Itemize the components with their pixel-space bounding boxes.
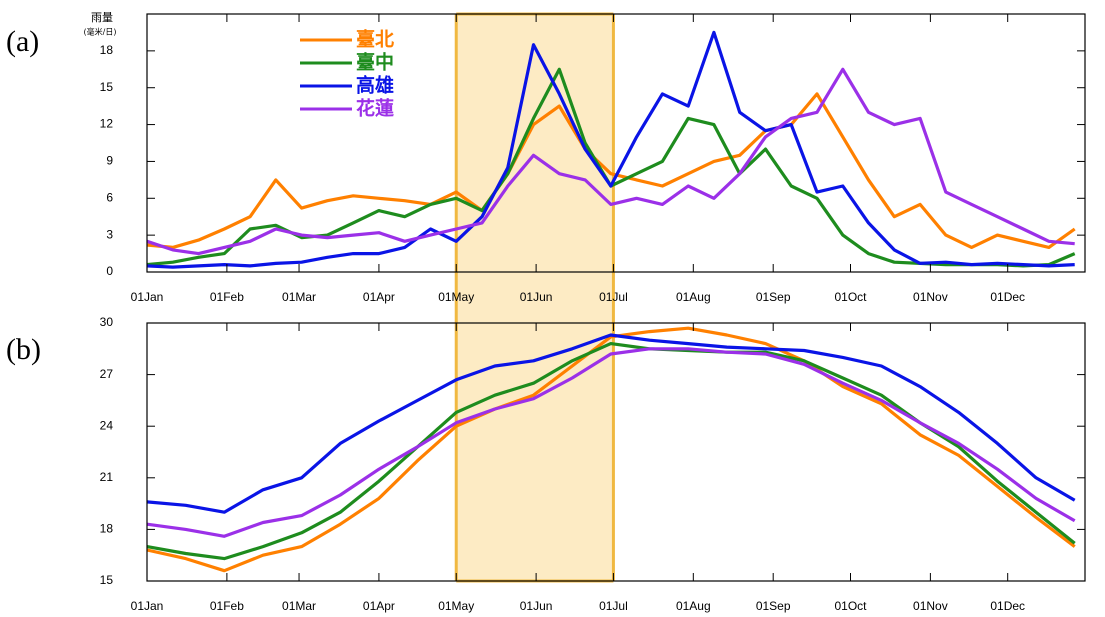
y-tick-label: 12 [100,117,114,131]
x-tick-label: 01Jun [520,599,553,613]
y-tick-label: 15 [100,80,114,94]
x-tick-label: 01Jan [131,599,164,613]
x-tick-label: 01Jul [599,290,628,304]
y-tick-label: 21 [100,470,114,484]
x-tick-label: 01Nov [913,290,948,304]
legend-label: 花蓮 [356,97,394,120]
x-tick-label: 01May [438,290,474,304]
x-tick-label: 01Sep [756,290,791,304]
plot-frame [146,322,1086,582]
x-tick-label: 01Jul [599,599,628,613]
x-tick-label: 01Sep [756,599,791,613]
x-tick-label: 01Feb [210,599,244,613]
y-axis-label: 雨量 [91,11,113,24]
panel-label: (a) [6,25,39,58]
x-tick-label: 01Nov [913,599,948,613]
y-tick-label: 6 [106,190,113,204]
x-tick-label: 01Oct [834,290,867,304]
y-tick-label: 30 [100,315,114,329]
x-tick-label: 01May [438,599,474,613]
x-tick-label: 01Mar [282,290,316,304]
x-tick-label: 01Apr [363,599,395,613]
y-axis-unit: (毫米/日) [84,27,117,37]
x-tick-label: 01Aug [676,290,711,304]
x-tick-label: 01Mar [282,599,316,613]
panel-label: (b) [6,333,41,366]
x-tick-label: 01Oct [834,599,867,613]
shade-window [456,14,614,323]
x-tick-label: 01Apr [363,290,395,304]
series-line [146,326,1076,573]
x-tick-label: 01Feb [210,290,244,304]
y-tick-label: 27 [100,367,114,381]
y-tick-label: 3 [106,227,113,241]
y-tick-label: 9 [106,154,113,168]
plot-frame [146,13,1086,273]
y-tick-label: 0 [106,264,113,278]
series-line [146,67,1075,256]
legend-label: 高雄 [356,74,394,97]
x-tick-label: 01Dec [990,290,1025,304]
series-line [146,92,1076,249]
x-tick-label: 01Jun [520,290,553,304]
legend-label: 臺中 [356,51,394,74]
y-tick-label: 15 [100,573,114,587]
series-line [146,333,1076,514]
legend-label: 臺北 [356,28,394,51]
shade-window [456,323,614,581]
y-tick-label: 18 [100,522,114,536]
x-tick-label: 01Jan [131,290,164,304]
x-tick-label: 01Dec [990,599,1025,613]
x-tick-label: 01Aug [676,599,711,613]
y-tick-label: 18 [100,43,114,57]
series-line [146,347,1076,538]
y-tick-label: 24 [100,418,114,432]
series-line [146,30,1075,269]
